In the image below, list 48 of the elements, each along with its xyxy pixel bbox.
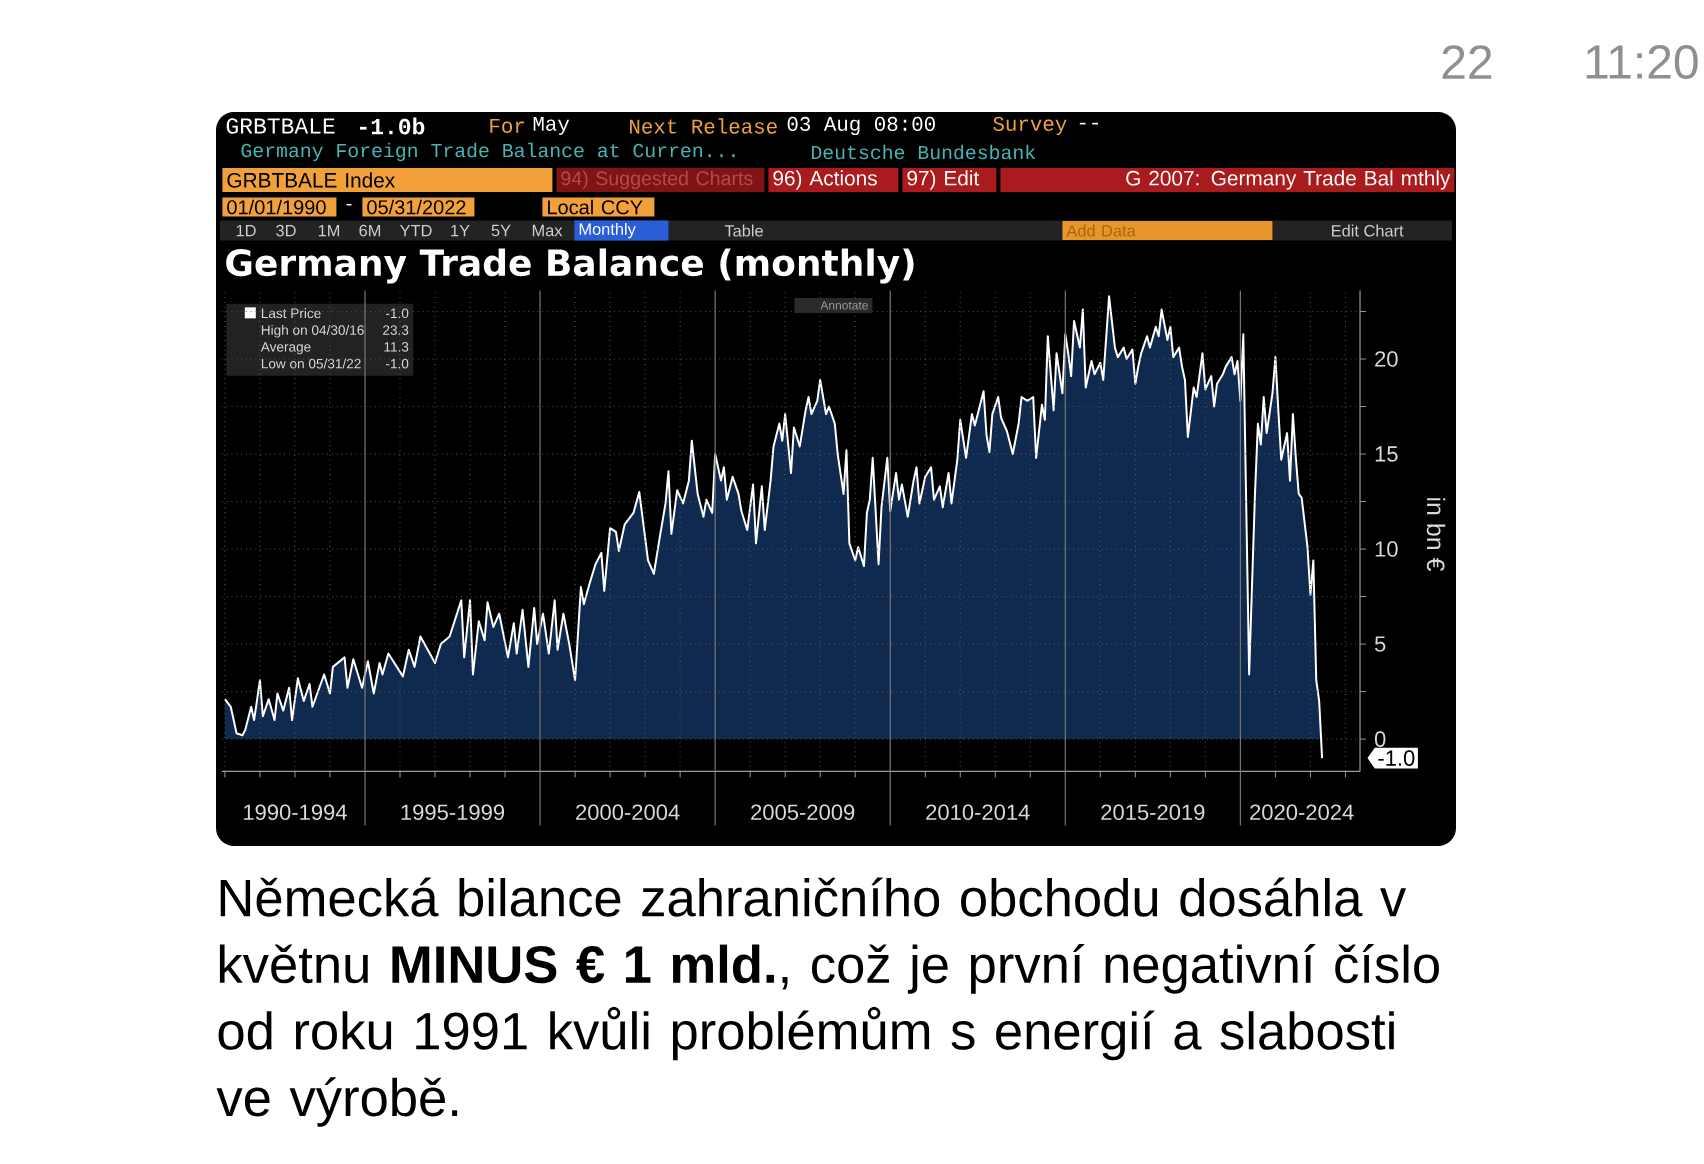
- text: Deutsche Bundesbank: [811, 144, 1036, 160]
- text: 3D: [276, 224, 296, 237]
- text: Survey: [993, 116, 1067, 136]
- text: 97) Edit: [907, 170, 980, 190]
- y-tick-label: 10: [1375, 541, 1398, 557]
- text: 1Y: [451, 224, 470, 237]
- text: Německá bilance zahraničního obchodu dosáhla v květnu MINUS € 1 mld., což je první negativní číslo od roku 1991 kvůli problémům s energií a slabosti ve výrobě.: [216, 877, 1439, 1127]
- text: May: [533, 116, 570, 135]
- x-tick-label: 2010-2014: [926, 804, 1030, 821]
- text: Table: [724, 224, 763, 237]
- text: 03 Aug 08:00: [787, 116, 935, 136]
- text: GRBTBALE: [226, 118, 335, 134]
- text: 22: [1442, 45, 1492, 79]
- text: -1.0: [1378, 750, 1415, 766]
- text: Add Data: [1066, 224, 1136, 237]
- y-tick-label: 15: [1375, 446, 1398, 462]
- text: -1.0b: [360, 117, 425, 135]
- y-tick-label: 0: [1374, 731, 1386, 747]
- text: 05/31/2022: [367, 199, 466, 215]
- text: G 2007: Germany Trade Bal mthly: [1126, 170, 1451, 190]
- x-tick-label: 1995-1999: [401, 804, 505, 821]
- text: YTD: [399, 224, 432, 237]
- text: 1M: [318, 224, 340, 237]
- text: Local CCY: [548, 199, 643, 215]
- x-tick-label: 2020-2024: [1250, 804, 1354, 821]
- y-tick-label: 5: [1374, 636, 1386, 652]
- text: Max: [532, 224, 563, 237]
- text: Next Release: [630, 118, 777, 134]
- y-axis-title: in bn €: [1426, 498, 1446, 572]
- text: 5Y: [491, 224, 511, 237]
- text: 11:20: [1586, 44, 1698, 79]
- y-tick-label: 20: [1375, 351, 1398, 367]
- text: Monthly: [579, 222, 636, 239]
- text: 96) Actions: [773, 170, 877, 190]
- text: -: [346, 203, 352, 206]
- text: 1D: [236, 224, 256, 237]
- x-tick-label: 2000-2004: [576, 804, 680, 821]
- chart-title: Germany Trade Balance (monthly): [226, 248, 914, 284]
- text: --: [1079, 122, 1098, 125]
- text: GRBTBALE Index: [227, 172, 395, 188]
- text: For: [490, 119, 524, 133]
- x-tick-label: 2005-2009: [751, 804, 855, 821]
- x-tick-label: 1990-1994: [244, 804, 347, 821]
- text: 01/01/1990: [227, 199, 326, 215]
- x-tick-label: 2015-2019: [1101, 804, 1205, 821]
- text: Edit Chart: [1332, 224, 1404, 237]
- text: 6M: [359, 224, 381, 237]
- text: Germany Foreign Trade Balance at Curren...: [241, 142, 735, 162]
